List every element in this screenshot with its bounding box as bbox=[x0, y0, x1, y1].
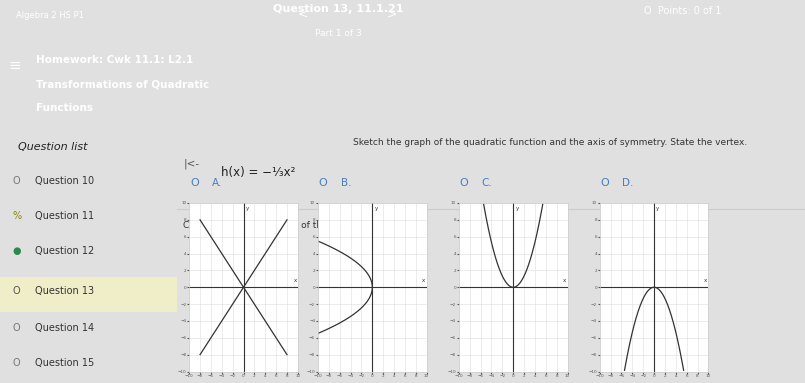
Text: Algebra 2 HS P1: Algebra 2 HS P1 bbox=[16, 11, 84, 20]
Text: Question list: Question list bbox=[18, 141, 87, 152]
Text: O  Points: 0 of 1: O Points: 0 of 1 bbox=[644, 7, 721, 16]
Text: h(x) = −¹⁄₃x²: h(x) = −¹⁄₃x² bbox=[221, 166, 295, 179]
Text: Transformations of Quadratic: Transformations of Quadratic bbox=[36, 79, 209, 89]
Text: Sketch the graph of the quadratic function and the axis of symmetry. State the v: Sketch the graph of the quadratic functi… bbox=[353, 138, 747, 147]
Text: Question 14: Question 14 bbox=[35, 323, 94, 333]
Text: ●: ● bbox=[12, 246, 21, 256]
Text: Question 11: Question 11 bbox=[35, 211, 94, 221]
Text: >: > bbox=[386, 8, 397, 21]
Text: |<-: |<- bbox=[184, 159, 200, 169]
Text: O: O bbox=[601, 178, 609, 188]
Text: O: O bbox=[12, 323, 20, 333]
Text: y: y bbox=[374, 206, 378, 211]
Text: B.: B. bbox=[341, 178, 351, 188]
Text: Part 1 of 3: Part 1 of 3 bbox=[315, 29, 361, 38]
Text: %: % bbox=[12, 211, 22, 221]
Text: <: < bbox=[298, 8, 308, 21]
FancyBboxPatch shape bbox=[0, 277, 177, 312]
Text: y: y bbox=[656, 206, 659, 211]
Text: Question 10: Question 10 bbox=[35, 176, 94, 187]
Text: Functions: Functions bbox=[36, 103, 93, 113]
Text: C.: C. bbox=[481, 178, 492, 188]
Text: ≡: ≡ bbox=[8, 57, 21, 73]
Text: Homework: Cwk 11.1: L2.1: Homework: Cwk 11.1: L2.1 bbox=[36, 55, 193, 65]
Text: y: y bbox=[246, 206, 249, 211]
Text: Question 15: Question 15 bbox=[35, 358, 95, 368]
Text: x: x bbox=[704, 278, 708, 283]
Text: O: O bbox=[460, 178, 469, 188]
Text: x: x bbox=[423, 278, 426, 283]
Text: O: O bbox=[319, 178, 328, 188]
Text: O: O bbox=[190, 178, 199, 188]
Text: O: O bbox=[12, 176, 20, 187]
Text: O: O bbox=[12, 358, 20, 368]
Text: x: x bbox=[294, 278, 297, 283]
Text: Choose the correct graph of the function below.: Choose the correct graph of the function… bbox=[184, 221, 400, 230]
Text: y: y bbox=[515, 206, 518, 211]
Text: D.: D. bbox=[622, 178, 634, 188]
Text: O: O bbox=[12, 286, 20, 296]
Text: A.: A. bbox=[212, 178, 222, 188]
Text: Question 13, 11.1.21: Question 13, 11.1.21 bbox=[273, 4, 403, 14]
Text: x: x bbox=[564, 278, 567, 283]
Text: Question 13: Question 13 bbox=[35, 286, 94, 296]
Text: Question 12: Question 12 bbox=[35, 246, 95, 256]
